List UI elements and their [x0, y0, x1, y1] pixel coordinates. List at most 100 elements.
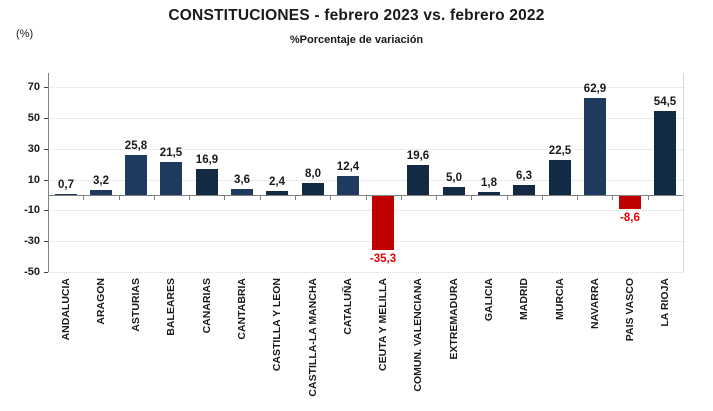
x-category-label: EXTREMADURA — [448, 278, 460, 360]
x-axis-tick — [295, 196, 296, 200]
x-category-label: MADRID — [518, 278, 530, 320]
x-category-label: MURCIA — [554, 278, 566, 320]
bar-value-label: -8,6 — [620, 212, 640, 224]
x-axis-tick — [366, 196, 367, 200]
gridline — [48, 241, 683, 242]
bar-value-label: 25,8 — [124, 140, 148, 152]
bar — [443, 187, 465, 195]
x-category-label: CATALUÑA — [342, 278, 354, 335]
x-axis-tick — [154, 196, 155, 200]
x-category-label: ANDALUCIA — [60, 278, 72, 341]
x-axis-tick — [648, 196, 649, 200]
x-axis-tick — [542, 196, 543, 200]
x-category-label: CASTILLA-LA MANCHA — [307, 278, 319, 397]
bar-value-label: 22,5 — [548, 145, 572, 157]
bar-value-label: 62,9 — [583, 83, 607, 95]
gridline — [48, 272, 683, 273]
bar-value-label: 54,5 — [653, 96, 677, 108]
bar-value-label: 12,4 — [336, 161, 360, 173]
bar — [90, 190, 112, 195]
bar-value-label: 2,4 — [269, 176, 285, 188]
x-category-label: BALEARES — [165, 278, 177, 336]
chart-title: CONSTITUCIONES - febrero 2023 vs. febrer… — [168, 7, 545, 24]
y-tick-label: -50 — [24, 266, 40, 278]
y-tick-label: 30 — [27, 143, 40, 155]
x-axis-tick — [436, 196, 437, 200]
y-tick-label: -10 — [24, 204, 40, 216]
bar-value-label: 3,2 — [93, 175, 109, 187]
bar — [407, 165, 429, 195]
bar-value-label: 6,3 — [516, 170, 532, 182]
x-category-label: CEUTA Y MELILLA — [377, 278, 389, 371]
bar-value-label: 19,6 — [406, 150, 430, 162]
bar — [619, 196, 641, 209]
y-tick-label: 70 — [27, 81, 40, 93]
x-axis-tick — [260, 196, 261, 200]
y-tick-label: 10 — [27, 174, 40, 186]
bar — [337, 176, 359, 195]
bar — [55, 194, 77, 195]
bar-value-label: -35,3 — [369, 253, 397, 265]
y-axis-unit-label: (%) — [16, 28, 34, 40]
gridline — [48, 180, 683, 181]
x-axis-tick — [507, 196, 508, 200]
x-category-label: CANTABRIA — [236, 278, 248, 340]
gridline — [48, 210, 683, 211]
x-category-label: CANARIAS — [201, 278, 213, 334]
bar — [513, 185, 535, 195]
bar — [125, 155, 147, 195]
bar — [302, 183, 324, 195]
y-axis-tick — [44, 180, 48, 181]
bar — [160, 162, 182, 195]
x-axis-tick — [401, 196, 402, 200]
bar-value-label: 0,7 — [58, 179, 74, 191]
x-category-label: LA RIOJA — [659, 278, 671, 327]
plot-right-border — [683, 73, 684, 272]
y-tick-label: -30 — [24, 235, 40, 247]
bar-value-label: 5,0 — [446, 172, 462, 184]
y-axis-line — [48, 73, 49, 272]
bar — [266, 191, 288, 195]
x-axis-tick — [612, 196, 613, 200]
x-category-label: PAIS VASCO — [624, 278, 636, 342]
x-axis-line — [48, 195, 683, 196]
y-axis-tick — [44, 241, 48, 242]
bar — [478, 192, 500, 195]
x-axis-tick — [471, 196, 472, 200]
y-axis-tick — [44, 149, 48, 150]
bar — [372, 196, 394, 250]
chart-subtitle: %Porcentaje de variación — [289, 34, 424, 46]
bar-value-label: 16,9 — [195, 154, 219, 166]
bar-value-label: 1,8 — [481, 177, 497, 189]
x-axis-tick — [189, 196, 190, 200]
x-category-label: ARAGON — [95, 278, 107, 325]
y-axis-tick — [44, 210, 48, 211]
x-axis-tick — [119, 196, 120, 200]
bar — [584, 98, 606, 195]
x-category-label: CASTILLA Y LEON — [271, 278, 283, 372]
x-category-label: GALICIA — [483, 278, 495, 322]
bar — [231, 189, 253, 195]
x-axis-tick — [83, 196, 84, 200]
gridline — [48, 118, 683, 119]
x-category-label: NAVARRA — [589, 278, 601, 329]
x-category-label: ASTURIAS — [130, 278, 142, 332]
gridline — [48, 87, 683, 88]
x-axis-tick — [577, 196, 578, 200]
y-tick-label: 50 — [27, 112, 40, 124]
bar-value-label: 21,5 — [159, 147, 183, 159]
y-axis-tick — [44, 87, 48, 88]
bar-value-label: 8,0 — [305, 168, 321, 180]
x-category-label: COMUN. VALENCIANA — [412, 278, 424, 392]
bar — [654, 111, 676, 195]
bar — [549, 160, 571, 195]
x-axis-tick — [224, 196, 225, 200]
y-axis-tick — [44, 272, 48, 273]
gridline — [48, 149, 683, 150]
bar-value-label: 3,6 — [234, 174, 250, 186]
y-axis-tick — [44, 118, 48, 119]
bar — [196, 169, 218, 195]
x-axis-tick — [330, 196, 331, 200]
